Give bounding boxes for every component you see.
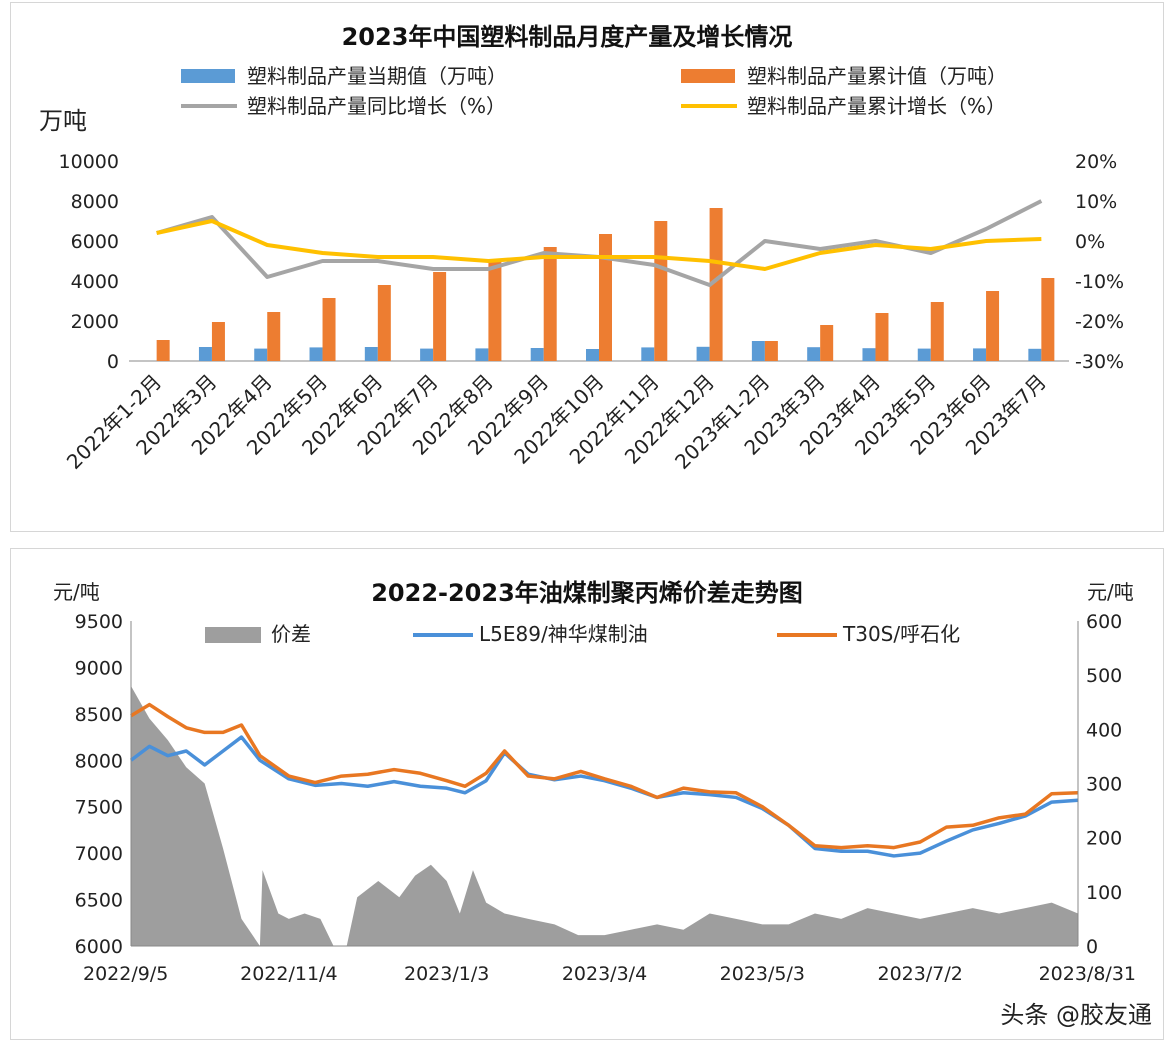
x-tick-label: 2023/3/4 — [562, 963, 647, 985]
left-axis-unit: 元/吨 — [53, 580, 100, 604]
y-tick-label-right: 0% — [1075, 231, 1105, 253]
legend-label: 塑料制品产量累计增长（%） — [747, 94, 1006, 118]
y-tick-label-left: 7000 — [75, 843, 123, 865]
y-tick-label-right: 300 — [1086, 774, 1122, 796]
x-tick-label: 2022年1-2月 — [62, 370, 166, 474]
y-tick-label-left: 0 — [107, 351, 119, 373]
left-axis-unit: 万吨 — [39, 107, 87, 135]
y-tick-label-right: -20% — [1075, 311, 1124, 333]
y-tick-label-right: 100 — [1086, 882, 1122, 904]
legend-swatch — [681, 69, 735, 83]
series-line — [130, 702, 1079, 850]
bar — [586, 349, 599, 361]
bar — [267, 312, 281, 361]
y-tick-label-left: 8000 — [75, 750, 123, 772]
y-tick-label-right: 10% — [1075, 191, 1117, 213]
bar — [377, 285, 391, 361]
bar — [709, 208, 723, 361]
bar — [198, 347, 212, 361]
legend-label: 塑料制品产量当期值（万吨） — [247, 64, 507, 88]
x-tick-label: 2022/11/4 — [240, 963, 337, 985]
y-tick-label-right: 200 — [1086, 828, 1122, 850]
bar — [433, 272, 447, 361]
bar — [543, 247, 557, 361]
y-tick-label-right: 600 — [1086, 611, 1122, 633]
bar — [820, 325, 834, 361]
y-tick-label-left: 6000 — [75, 936, 123, 958]
bar — [862, 348, 876, 361]
legend-label: 塑料制品产量累计值（万吨） — [747, 64, 1007, 88]
bar — [530, 348, 544, 361]
right-axis-unit: 元/吨 — [1087, 580, 1134, 604]
y-tick-label-right: -30% — [1075, 351, 1124, 373]
y-tick-label-left: 9500 — [75, 611, 123, 633]
bar — [875, 313, 889, 361]
bar — [764, 341, 778, 361]
legend-swatch — [205, 627, 261, 643]
production-chart-panel: 2023年中国塑料制品月度产量及增长情况万吨 塑料制品产量当期值（万吨） 塑料制品产… — [10, 2, 1164, 532]
price-spread-chart-panel: 2022-2023年油煤制聚丙烯价差走势图 元/吨 元/吨价差 L5E89/神华煤制油… — [10, 548, 1164, 1040]
bar — [696, 346, 710, 361]
y-tick-label-right: -10% — [1075, 271, 1124, 293]
bar — [986, 291, 1000, 361]
x-tick-label: 2023/5/3 — [720, 963, 805, 985]
bar — [156, 340, 170, 361]
y-tick-label-left: 2000 — [71, 311, 119, 333]
legend-label: T30S/呼石化 — [842, 622, 960, 646]
bar — [930, 302, 944, 361]
bar — [599, 234, 612, 361]
bar — [254, 348, 268, 361]
watermark: 头条 @胶友通 — [1000, 1001, 1152, 1029]
x-tick-label: 2023/8/31 — [1039, 963, 1136, 985]
price-spread-chart-svg: 2022-2023年油煤制聚丙烯价差走势图 元/吨 元/吨价差 L5E89/神华煤制油… — [53, 579, 1136, 985]
bar — [654, 221, 668, 361]
y-tick-label-left: 4000 — [71, 271, 119, 293]
x-tick-label: 2023/1/3 — [404, 963, 489, 985]
bar — [488, 259, 502, 361]
series-line — [156, 219, 1042, 271]
series-line — [129, 735, 1079, 858]
bar — [475, 348, 489, 361]
legend-label: L5E89/神华煤制油 — [479, 622, 648, 646]
bar — [309, 347, 323, 361]
bar — [322, 298, 336, 361]
bar — [420, 348, 434, 361]
bar — [807, 347, 821, 361]
y-tick-label-left: 6000 — [71, 231, 119, 253]
y-tick-label-left: 9000 — [75, 657, 123, 679]
bar — [1028, 348, 1042, 361]
y-tick-label-left: 10000 — [59, 151, 119, 173]
y-tick-label-right: 20% — [1075, 151, 1117, 173]
legend-label: 塑料制品产量同比增长（%） — [247, 94, 506, 118]
y-tick-label-left: 8000 — [71, 191, 119, 213]
x-tick-label: 2023/7/2 — [877, 963, 962, 985]
bar — [1041, 278, 1055, 361]
bar — [364, 347, 378, 361]
chart-title: 2023年中国塑料制品月度产量及增长情况 — [342, 23, 793, 51]
spread-area — [131, 686, 1078, 946]
bar — [917, 348, 931, 361]
bar — [641, 347, 655, 361]
y-tick-label-right: 400 — [1086, 719, 1122, 741]
y-tick-label-left: 6500 — [75, 890, 123, 912]
y-tick-label-left: 7500 — [75, 797, 123, 819]
bar — [751, 341, 765, 361]
bar — [211, 322, 225, 361]
y-tick-label-right: 0 — [1086, 936, 1098, 958]
bar — [973, 348, 987, 361]
x-tick-label: 2022/9/5 — [83, 963, 168, 985]
legend-label: 价差 — [271, 622, 311, 646]
legend-swatch — [181, 69, 235, 83]
chart-title: 2022-2023年油煤制聚丙烯价差走势图 — [371, 579, 803, 607]
y-tick-label-right: 500 — [1086, 665, 1122, 687]
y-tick-label-left: 8500 — [75, 704, 123, 726]
